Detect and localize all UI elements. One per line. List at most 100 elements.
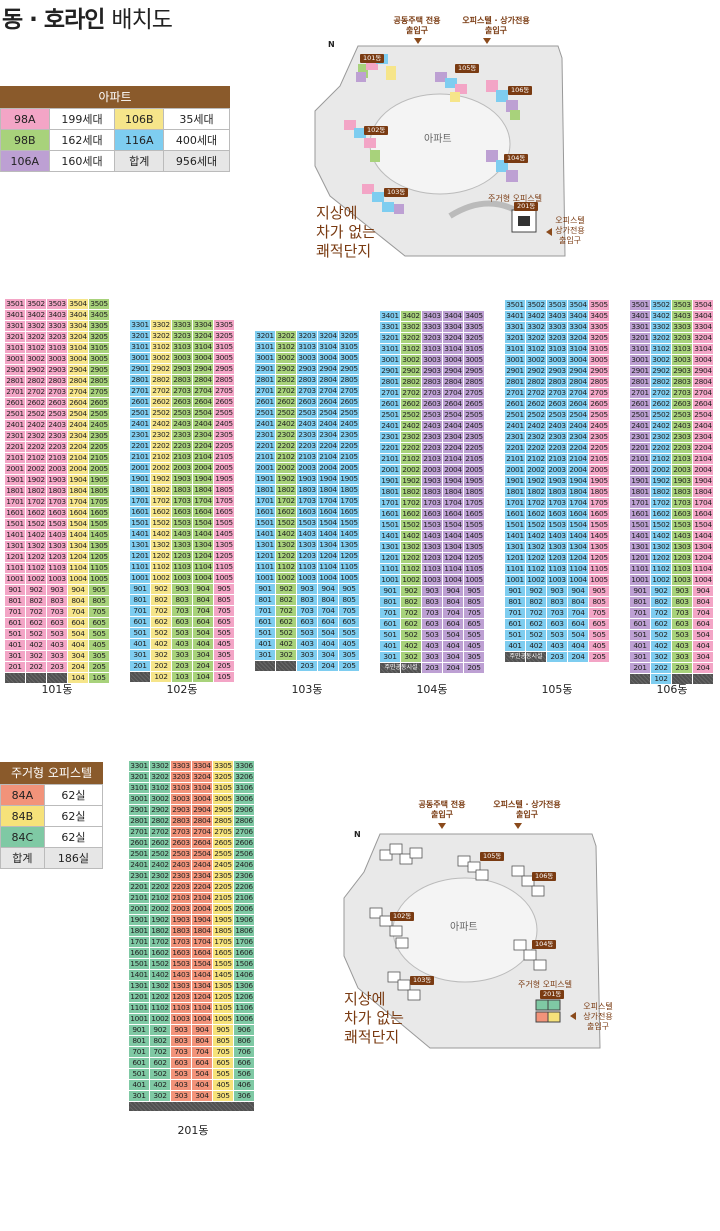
unit-cell: 1904 <box>567 475 589 487</box>
unit-cell: 2801 <box>629 376 651 388</box>
unit-cell: 602 <box>25 617 47 629</box>
unit-cell: 905 <box>212 1024 234 1036</box>
unit-cell: 302 <box>150 649 172 661</box>
site-map-top: 공동주택 전용 출입구 오피스텔 · 상가전용 출입구 N 101동 105동 <box>300 16 585 266</box>
floor-row: 2901 2902 2903 2904 2905 <box>129 363 235 375</box>
unit-cell: 2801 <box>129 374 151 386</box>
unit-cell: 2402 <box>25 419 47 431</box>
unit-cell: 1701 <box>4 496 26 508</box>
unit-cell: 2701 <box>254 385 276 397</box>
unit-cell: 2504 <box>442 409 464 421</box>
unit-cell: 901 <box>254 583 276 595</box>
unit-cell: 3502 <box>525 299 547 311</box>
unit-cell: 803 <box>171 594 193 606</box>
unit-cell: 3105 <box>88 342 110 354</box>
unit-cell: 2101 <box>4 452 26 464</box>
unit-cell: 304 <box>67 650 89 662</box>
unit-cell: 1402 <box>149 969 171 981</box>
unit-cell: 601 <box>4 617 26 629</box>
unit-cell: 2401 <box>129 418 151 430</box>
unit-cell: 1403 <box>171 528 193 540</box>
unit-cell: 1801 <box>254 484 276 496</box>
unit-cell: 2901 <box>379 365 401 377</box>
unit-cell: 1102 <box>275 561 297 573</box>
unit-cell: 401 <box>129 638 151 650</box>
floor-row: 2101 2102 2103 2104 2105 <box>129 451 235 463</box>
unit-cell: 1102 <box>150 561 172 573</box>
bldg-tag: 104동 <box>504 154 529 163</box>
base-row: 104 105 <box>4 672 110 684</box>
floor-row: 2301 2302 2303 2304 2305 <box>254 429 360 441</box>
floor-row: 3101 3102 3103 3104 3105 3106 <box>128 782 255 794</box>
unit-cell: 2501 <box>4 408 26 420</box>
unit-cell: 2601 <box>4 397 26 409</box>
unit-cell: 301 <box>128 1090 150 1102</box>
unit-cell: 1903 <box>421 475 443 487</box>
floor-row: 2201 2202 2203 2204 2205 <box>379 442 485 454</box>
floor-row: 301 302 303 304 305 <box>379 651 485 663</box>
unit-cell: 1301 <box>629 541 651 553</box>
unit-cell: 701 <box>254 605 276 617</box>
unit-cell: 3003 <box>170 793 192 805</box>
unit-cell: 3503 <box>546 299 568 311</box>
unit-cell: 2904 <box>317 363 339 375</box>
unit-cell: 2502 <box>525 409 547 421</box>
unit-cell: 1304 <box>317 539 339 551</box>
floor-row: 601 602 603 604 <box>629 618 714 630</box>
unit-cell: 1501 <box>254 517 276 529</box>
unit-cell: 1502 <box>150 517 172 529</box>
unit-cell: 1305 <box>463 541 485 553</box>
unit-cell: 404 <box>192 638 214 650</box>
unit-cell: 1603 <box>421 508 443 520</box>
floor-row: 501 502 503 504 505 506 <box>128 1068 255 1080</box>
unit-cell: 1302 <box>525 541 547 553</box>
unit-cell: 205 <box>463 662 485 674</box>
unit-cell: 3205 <box>212 771 234 783</box>
unit-cell: 1703 <box>546 497 568 509</box>
unit-cell: 1703 <box>170 936 192 948</box>
unit-cell: 2305 <box>213 429 235 441</box>
unit-cell: 2803 <box>546 376 568 388</box>
unit-cell: 1204 <box>692 552 714 564</box>
unit-cell: 303 <box>170 1090 192 1102</box>
unit-cell: 203 <box>546 651 568 663</box>
unit-cell: 2806 <box>233 815 255 827</box>
unit-cell: 2104 <box>442 453 464 465</box>
unit-cell: 2401 <box>4 419 26 431</box>
unit-cell: 2504 <box>191 848 213 860</box>
unit-cell: 1401 <box>129 528 151 540</box>
unit-cell: 1002 <box>650 574 672 586</box>
unit-cell: 304 <box>442 651 464 663</box>
floor-row: 2001 2002 2003 2004 2005 <box>504 464 610 476</box>
floor-row: 2701 2702 2703 2704 2705 <box>254 385 360 397</box>
unit-cell: 1403 <box>671 530 693 542</box>
unit-cell: 2803 <box>46 375 68 387</box>
unit-cell: 705 <box>213 605 235 617</box>
unit-cell: 2001 <box>128 903 150 915</box>
unit-cell: 1003 <box>46 573 68 585</box>
unit-cell: 701 <box>504 607 526 619</box>
unit-cell: 2003 <box>171 462 193 474</box>
unit-cell: 202 <box>25 661 47 673</box>
unit-cell: 2204 <box>442 442 464 454</box>
unit-cell: 2305 <box>88 430 110 442</box>
unit-cell: 2803 <box>671 376 693 388</box>
unit-cell: 1301 <box>128 980 150 992</box>
floor-row: 1101 1102 1103 1104 1105 <box>4 562 110 574</box>
unit-cell: 2305 <box>212 870 234 882</box>
unit-cell: 2503 <box>46 408 68 420</box>
unit-cell: 501 <box>129 627 151 639</box>
unit-cell: 1305 <box>588 541 610 553</box>
unit-cell: 3003 <box>46 353 68 365</box>
unit-cell: 1805 <box>588 486 610 498</box>
unit-cell: 2802 <box>400 376 422 388</box>
unit-cell: 1903 <box>546 475 568 487</box>
apt-area-label: 아파트 <box>424 134 452 145</box>
unit-cell: 503 <box>546 629 568 641</box>
unit-cell: 1201 <box>379 552 401 564</box>
base-hatch <box>379 662 401 674</box>
floor-row: 2901 2902 2903 2904 2905 <box>4 364 110 376</box>
unit-cell: 504 <box>192 627 214 639</box>
unit-cell: 1502 <box>525 519 547 531</box>
unit-cell: 603 <box>46 617 68 629</box>
